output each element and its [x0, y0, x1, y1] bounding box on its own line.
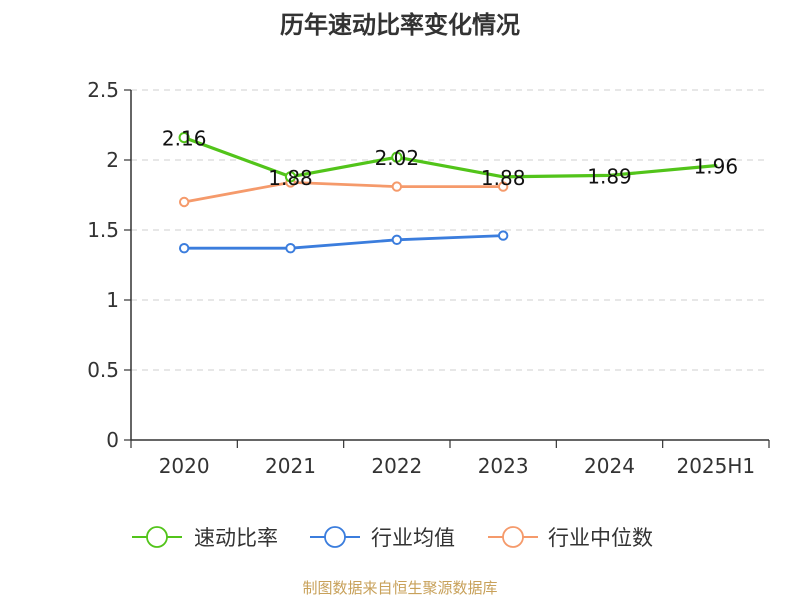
series-point — [391, 151, 403, 163]
x-tick-label: 2022 — [371, 454, 422, 478]
series-point — [497, 230, 509, 241]
y-tick-label: 0.5 — [87, 358, 119, 382]
data-label: 1.88 — [268, 166, 313, 190]
legend-item: 行业均值 — [310, 526, 455, 550]
series-point — [178, 196, 190, 208]
x-tick-label: 2024 — [584, 454, 635, 478]
legend-item: 行业中位数 — [488, 526, 653, 550]
x-tick-label: 2025H1 — [676, 454, 755, 478]
series-line — [182, 234, 505, 250]
series-point — [391, 234, 403, 246]
source-note: 制图数据来自恒生聚源数据库 — [302, 579, 497, 597]
series-point — [285, 243, 296, 254]
data-label: 1.88 — [481, 166, 526, 190]
legend-label: 行业均值 — [371, 526, 455, 550]
legend: 速动比率 行业均值 行业中位数 — [132, 526, 653, 550]
y-tick-label: 1 — [106, 288, 119, 312]
x-tick-label: 2023 — [478, 454, 529, 478]
series-point — [391, 181, 403, 192]
legend-marker — [324, 526, 346, 548]
series-line — [182, 136, 718, 179]
x-tick-label: 2021 — [265, 454, 316, 478]
legend-marker — [502, 526, 524, 548]
axis-layer: 0 0.5 1 1.5 2 2.5 2020 2021 2022 2023 2024 2025H1 — [87, 78, 770, 478]
data-label: 1.89 — [587, 164, 632, 188]
data-label: 1.96 — [694, 155, 739, 179]
legend-item: 速动比率 — [132, 526, 278, 550]
grid-layer — [131, 89, 769, 371]
series-point — [178, 132, 190, 144]
legend-marker — [146, 526, 168, 548]
series-line — [182, 180, 505, 204]
y-tick-label: 0 — [106, 428, 119, 452]
y-tick-label: 1.5 — [87, 218, 119, 242]
series-point — [178, 243, 190, 254]
series-layer — [178, 132, 718, 254]
chart-title: 历年速动比率变化情况 — [280, 11, 520, 39]
data-label-layer: 2.16 1.88 2.02 1.88 1.89 1.96 — [162, 127, 738, 190]
series-point — [284, 171, 297, 183]
data-label: 2.02 — [375, 146, 420, 170]
legend-label: 速动比率 — [194, 526, 278, 550]
y-tick-label: 2.5 — [87, 78, 119, 102]
x-tick-label: 2020 — [159, 454, 210, 478]
legend-label: 行业中位数 — [548, 526, 653, 550]
series-point — [497, 181, 509, 192]
y-tick-label: 2 — [106, 148, 119, 172]
data-label: 2.16 — [162, 127, 207, 151]
